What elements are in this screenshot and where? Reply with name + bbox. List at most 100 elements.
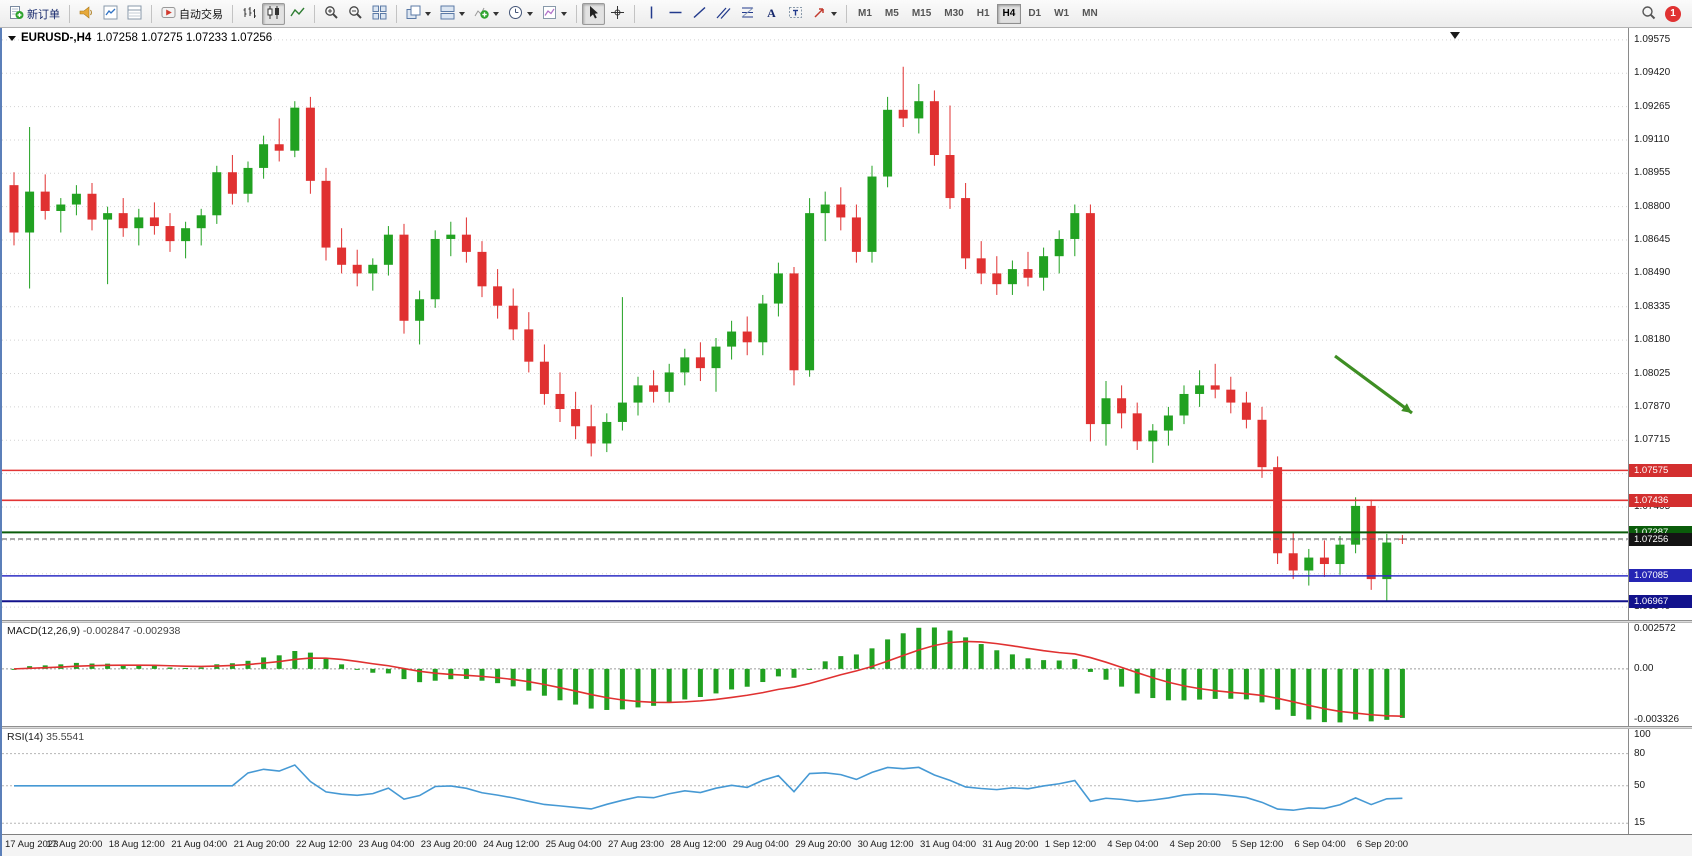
search-icon [1641, 5, 1656, 23]
price-axis-label: 1.09420 [1634, 67, 1671, 79]
data-window-button[interactable] [123, 3, 146, 25]
autotrading-label: 自动交易 [179, 8, 223, 21]
notification-badge[interactable]: 1 [1665, 5, 1681, 22]
macd-values: -0.002847 -0.002938 [82, 625, 181, 637]
rsi-value: 35.5541 [46, 731, 85, 743]
arrows-tool-button[interactable] [808, 3, 841, 25]
crosshair-tool-button[interactable] [606, 3, 629, 25]
line-chart-button[interactable] [286, 3, 309, 25]
time-axis-label: 4 Sep 20:00 [1169, 839, 1221, 850]
time-axis-label: 21 Aug 04:00 [171, 839, 228, 850]
new-order-label: 新订单 [27, 8, 60, 21]
time-axis-label: 28 Aug 12:00 [670, 839, 727, 850]
rsi-axis-label: 80 [1634, 747, 1646, 759]
zoom-out-button[interactable] [344, 3, 367, 25]
tile-windows-button[interactable] [368, 3, 391, 25]
price-axis-label: 1.09265 [1634, 100, 1671, 112]
chart-symbol-period: EURUSD-,H4 [21, 32, 92, 44]
toolbar-separator [576, 4, 577, 23]
arrange-windows-button[interactable] [436, 3, 469, 25]
price-axis-label: 1.08955 [1634, 167, 1671, 179]
macd-chart-canvas[interactable] [2, 623, 1628, 726]
cascade-windows-button[interactable] [402, 3, 435, 25]
timeframe-button-m30[interactable]: M30 [944, 8, 964, 19]
time-axis-label: 21 Aug 20:00 [233, 839, 290, 850]
rsi-scale[interactable]: 100 80 50 15 [1628, 729, 1692, 834]
zoom-in-button[interactable] [320, 3, 343, 25]
time-axis-label: 6 Sep 04:00 [1294, 839, 1346, 850]
price-axis-label: 1.08800 [1634, 200, 1671, 212]
price-axis-label: 1.08645 [1634, 234, 1671, 246]
fibonacci-icon [740, 5, 755, 23]
vertical-line-tool-button[interactable] [640, 3, 663, 25]
periods-button[interactable] [504, 3, 537, 25]
chevron-down-icon [459, 11, 465, 16]
new-order-button[interactable]: 新订单 [5, 3, 64, 25]
horizontal-line-tool-button[interactable] [664, 3, 687, 25]
price-axis-label: 1.07715 [1634, 434, 1671, 446]
timeframe-button-m5[interactable]: M5 [884, 8, 899, 19]
price-level-tag: 1.07575 [1629, 463, 1692, 477]
sound-alert-button[interactable] [75, 3, 98, 25]
price-level-tag: 1.06967 [1629, 594, 1692, 608]
main-chart-panel[interactable]: EURUSD-,H4 1.07258 1.07275 1.07233 1.072… [2, 28, 1692, 620]
chart-menu-icon[interactable] [8, 35, 16, 41]
time-axis-label: 30 Aug 12:00 [857, 839, 914, 850]
toolbar-separator [846, 4, 847, 23]
macd-scale[interactable]: 0.002572 0.00 -0.003326 [1628, 623, 1692, 726]
indicators-plus-icon [474, 5, 489, 23]
search-button[interactable] [1637, 3, 1660, 25]
rsi-label: RSI(14) 35.5541 [7, 731, 84, 743]
macd-axis-label: 0.00 [1634, 662, 1654, 674]
chevron-down-icon [527, 11, 533, 16]
price-chart-canvas[interactable] [2, 28, 1628, 620]
timeframe-button-m1[interactable]: M1 [858, 8, 872, 19]
panel-separator[interactable] [2, 620, 1692, 623]
time-axis-label: 23 Aug 04:00 [358, 839, 415, 850]
zoom-out-icon [348, 5, 363, 23]
rsi-panel[interactable]: RSI(14) 35.5541 100 80 50 15 [2, 729, 1692, 834]
chart-title: EURUSD-,H4 1.07258 1.07275 1.07233 1.072… [8, 32, 272, 44]
price-axis-label: 1.07870 [1634, 400, 1671, 412]
horizontal-line-icon [668, 5, 683, 23]
chart-window: EURUSD-,H4 1.07258 1.07275 1.07233 1.072… [0, 28, 1692, 856]
chevron-down-icon [493, 11, 499, 16]
toolbar-separator [232, 4, 233, 23]
rsi-axis-label: 50 [1634, 779, 1646, 791]
price-scale[interactable]: 1.09575 1.09420 1.09265 1.09110 1.08955 1.088… [1628, 28, 1692, 620]
market-watch-button[interactable] [99, 3, 122, 25]
timeframe-button-h4[interactable]: H4 [996, 3, 1022, 24]
autotrading-button[interactable]: 自动交易 [157, 3, 227, 25]
indicators-button[interactable] [470, 3, 503, 25]
bar-chart-button[interactable] [238, 3, 261, 25]
candlestick-chart-button[interactable] [262, 2, 285, 25]
timeframe-button-w1[interactable]: W1 [1054, 8, 1070, 19]
channel-tool-button[interactable] [712, 3, 735, 25]
text-tool-icon: A [767, 6, 776, 20]
rsi-chart-canvas[interactable] [2, 729, 1628, 834]
time-axis-label: 22 Aug 12:00 [296, 839, 352, 850]
time-axis-label: 18 Aug 12:00 [108, 839, 165, 850]
timeframe-button-d1[interactable]: D1 [1028, 8, 1042, 19]
panel-separator[interactable] [2, 726, 1692, 729]
time-axis-label: 31 Aug 04:00 [920, 839, 976, 850]
timeframe-button-h1[interactable]: H1 [976, 8, 990, 19]
fibonacci-tool-button[interactable] [736, 3, 759, 25]
time-axis[interactable]: 17 Aug 2023 17 Aug 20:00 18 Aug 12:00 21 Au… [2, 834, 1692, 856]
toolbar-separator [634, 4, 635, 23]
text-label-tool-button[interactable] [784, 3, 807, 25]
macd-title: MACD(12,26,9) [7, 625, 80, 637]
timeframe-button-mn[interactable]: MN [1082, 8, 1098, 19]
macd-panel[interactable]: MACD(12,26,9) -0.002847 -0.002938 0.0025… [2, 623, 1692, 726]
candlestick-chart-icon [266, 5, 281, 23]
time-axis-label: 24 Aug 12:00 [483, 839, 540, 850]
price-axis-label: 1.08335 [1634, 300, 1671, 312]
horn-icon [79, 5, 94, 23]
text-tool-button[interactable]: A [760, 3, 783, 25]
macd-axis-label: -0.003326 [1634, 714, 1680, 725]
cursor-tool-button[interactable] [582, 2, 605, 25]
toolbar-separator [151, 4, 152, 23]
trendline-tool-button[interactable] [688, 3, 711, 25]
timeframe-button-m15[interactable]: M15 [911, 8, 932, 19]
templates-button[interactable] [538, 3, 571, 25]
